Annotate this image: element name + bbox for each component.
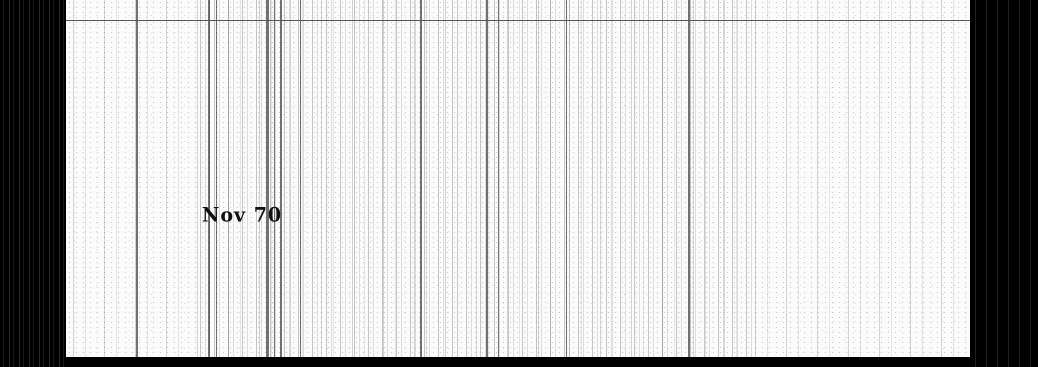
top-rule-line (66, 20, 970, 21)
vertical-streak (420, 0, 422, 357)
vertical-streak (274, 0, 275, 357)
bottom-scan-border (66, 357, 970, 367)
vertical-streak (566, 0, 567, 357)
vertical-streak (208, 0, 210, 357)
vertical-streak (280, 0, 282, 357)
vertical-streak (300, 0, 301, 357)
vertical-streak (486, 0, 488, 357)
vertical-streak (266, 0, 269, 357)
paper-card: Nov 70 (66, 0, 970, 357)
vertical-streak (216, 0, 217, 357)
left-scan-border (0, 0, 66, 367)
scan-streaks-dense (196, 0, 756, 357)
vertical-streak (136, 0, 138, 357)
right-scan-border (970, 0, 1038, 367)
scan-noise (66, 0, 970, 357)
vertical-streak (688, 0, 690, 357)
date-stamp: Nov 70 (202, 203, 283, 227)
vertical-streak (498, 0, 499, 357)
